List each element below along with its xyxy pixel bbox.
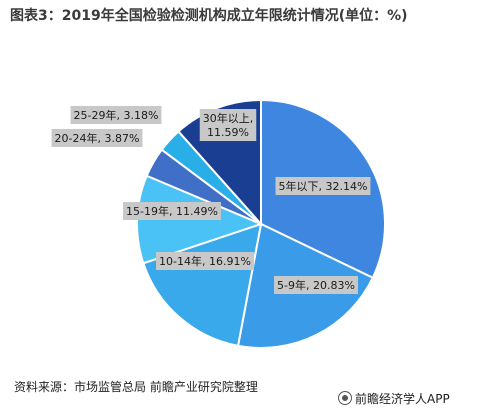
slice-label-box (70, 106, 162, 124)
slice-label-5-9: 5-9年, 20.83% (274, 276, 358, 294)
brand-logo-icon (338, 391, 352, 405)
slice-label-box (156, 252, 254, 270)
slice-label-box (274, 276, 358, 294)
slice-label-box (51, 129, 143, 147)
slice-label-text: 5年以下, 32.14% (279, 179, 368, 193)
slice-label-10-14: 10-14年, 16.91% (156, 252, 254, 270)
slice-label-text: 5-9年, 20.83% (277, 278, 355, 292)
slice-label-5-under: 5年以下, 32.14% (275, 177, 371, 195)
slice-label-text: 15-19年, 11.49% (126, 204, 218, 218)
slice-label-20-24: 20-24年, 3.87% (51, 129, 143, 147)
slice-label-15-19: 15-19年, 11.49% (123, 202, 221, 220)
slice-label-text: 11.59% (207, 126, 249, 139)
slice-label-text: 20-24年, 3.87% (55, 131, 140, 145)
chart-title: 图表3：2019年全国检验检测机构成立年限统计情况(单位：%) (10, 8, 408, 24)
source-note: 资料来源：市场监管总局 前瞻产业研究院整理 (14, 380, 258, 394)
slice-label-box (199, 109, 257, 141)
slice-label-text: 30年以上, (203, 111, 254, 125)
slice-label-box (275, 177, 371, 195)
slice-label-box (123, 202, 221, 220)
slice-label-text: 10-14年, 16.91% (159, 254, 251, 268)
brand-text: 前瞻经济学人APP (355, 392, 450, 406)
slice-label-25-29: 25-29年, 3.18% (70, 106, 162, 124)
slice-label-30-plus: 30年以上,11.59% (199, 109, 257, 141)
slice-label-text: 25-29年, 3.18% (74, 108, 159, 122)
brand-credit: 前瞻经济学人APP (338, 390, 450, 407)
